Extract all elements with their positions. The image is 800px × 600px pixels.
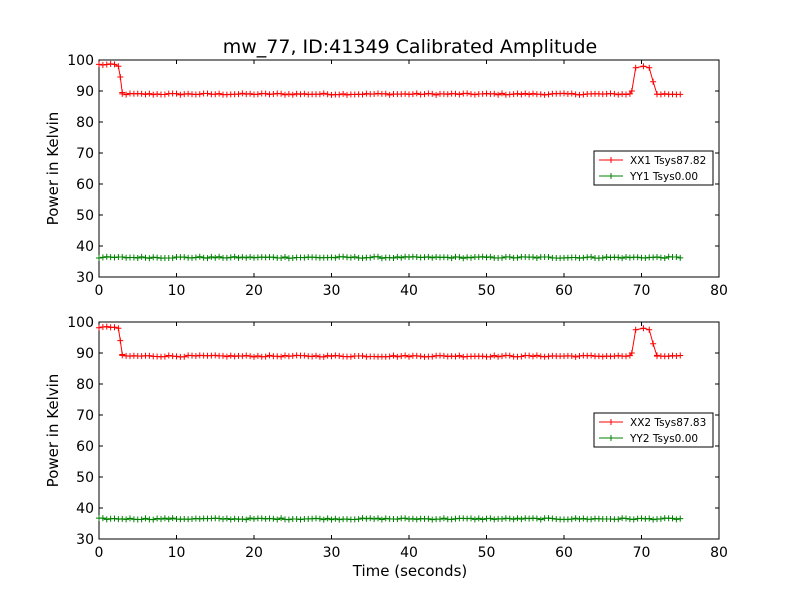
x-tick-label: 40 bbox=[400, 545, 418, 561]
legend: XX1 Tsys87.82 YY1 Tsys0.00 bbox=[593, 150, 714, 186]
x-axis-label: Time (seconds) bbox=[352, 562, 468, 580]
legend-marker bbox=[608, 435, 614, 441]
x-tick-label: 50 bbox=[478, 283, 496, 299]
x-tick-label: 0 bbox=[95, 283, 104, 299]
x-tick-label: 30 bbox=[323, 283, 341, 299]
legend-marker bbox=[608, 157, 614, 163]
legend-label: XX2 Tsys87.83 bbox=[630, 417, 706, 429]
y-tick-label: 50 bbox=[76, 208, 94, 224]
x-tick-label: 10 bbox=[168, 545, 186, 561]
y-tick-label: 80 bbox=[76, 115, 94, 131]
y-tick-label: 80 bbox=[76, 377, 94, 393]
y-tick-label: 40 bbox=[76, 501, 94, 517]
y-tick-label: 90 bbox=[76, 84, 94, 100]
y-tick-label: 30 bbox=[76, 532, 94, 548]
bottom-panel: 0 10 20 30 40 50 60 70 80 30 40 50 60 70 80 90 100 Power … bbox=[44, 315, 728, 561]
legend: XX2 Tsys87.83 YY2 Tsys0.00 bbox=[593, 412, 714, 448]
x-tick-label: 40 bbox=[400, 283, 418, 299]
y-tick-label: 100 bbox=[67, 53, 94, 69]
x-tick-label: 50 bbox=[478, 545, 496, 561]
series-markers bbox=[96, 323, 684, 360]
legend-box bbox=[593, 412, 714, 448]
y-tick-label: 40 bbox=[76, 239, 94, 255]
y-tick-label: 100 bbox=[67, 315, 94, 331]
legend-marker bbox=[608, 173, 614, 179]
series-xx bbox=[96, 323, 684, 360]
figure-title: mw_77, ID:41349 Calibrated Amplitude bbox=[223, 36, 598, 58]
x-tick-label: 70 bbox=[633, 545, 651, 561]
y-tick-label: 60 bbox=[76, 439, 94, 455]
series-markers bbox=[96, 515, 684, 523]
y-tick-label: 70 bbox=[76, 408, 94, 424]
series-yy bbox=[96, 253, 684, 262]
y-axis-label: Power in Kelvin bbox=[44, 112, 62, 226]
x-tick-label: 30 bbox=[323, 545, 341, 561]
y-tick-label: 70 bbox=[76, 146, 94, 162]
y-tick-label: 30 bbox=[76, 270, 94, 286]
x-tick-label: 60 bbox=[555, 283, 573, 299]
series-markers bbox=[96, 253, 684, 262]
x-tick-label: 80 bbox=[710, 545, 728, 561]
series-markers bbox=[96, 60, 684, 98]
x-tick-label: 0 bbox=[95, 545, 104, 561]
y-tick-label: 50 bbox=[76, 470, 94, 486]
y-tick-label: 60 bbox=[76, 177, 94, 193]
x-tick-label: 60 bbox=[555, 545, 573, 561]
legend-label: XX1 Tsys87.82 bbox=[630, 155, 706, 167]
legend-label: YY2 Tsys0.00 bbox=[629, 433, 698, 445]
top-panel: 0 10 20 30 40 50 60 70 80 30 40 50 60 70 80 90 100 Power … bbox=[44, 53, 728, 299]
legend-box bbox=[593, 150, 714, 186]
y-axis-label: Power in Kelvin bbox=[44, 374, 62, 488]
x-tick-label: 70 bbox=[633, 283, 651, 299]
legend-label: YY1 Tsys0.00 bbox=[629, 171, 698, 183]
x-tick-label: 80 bbox=[710, 283, 728, 299]
series-xx bbox=[96, 60, 684, 98]
x-tick-label: 10 bbox=[168, 283, 186, 299]
y-tick-label: 90 bbox=[76, 346, 94, 362]
x-tick-label: 20 bbox=[245, 545, 263, 561]
x-tick-label: 20 bbox=[245, 283, 263, 299]
series-yy bbox=[96, 515, 684, 523]
legend-marker bbox=[608, 419, 614, 425]
